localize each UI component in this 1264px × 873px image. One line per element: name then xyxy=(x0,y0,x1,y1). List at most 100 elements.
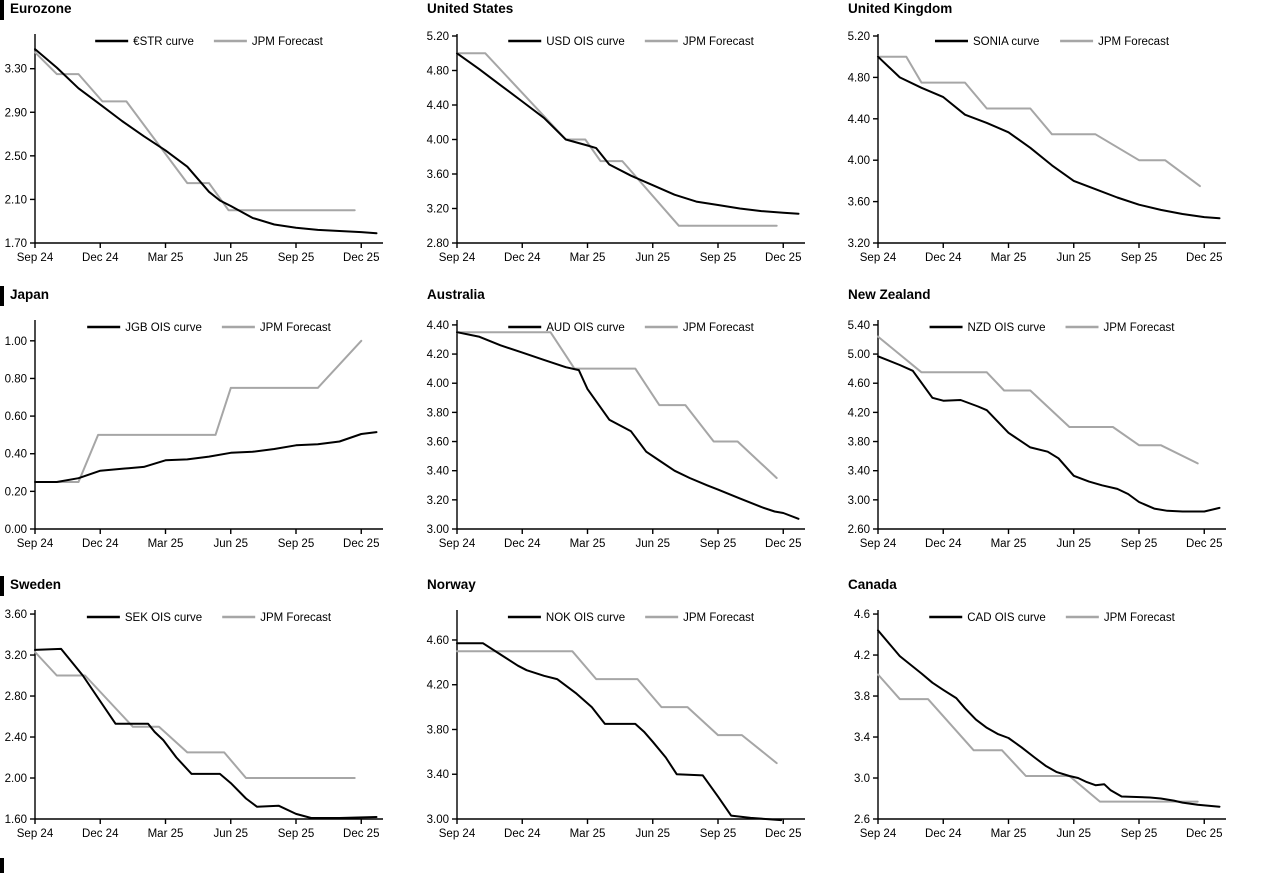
y-tick-label: 0.00 xyxy=(5,524,27,536)
y-tick-label: 3.60 xyxy=(848,197,870,209)
y-tick-label: 0.20 xyxy=(5,486,27,498)
y-tick-label: 0.80 xyxy=(5,373,27,385)
series-line-cad-ois-curve xyxy=(877,629,1221,808)
y-tick-label: 3.80 xyxy=(427,407,449,419)
series-line-jgb-ois-curve xyxy=(34,431,378,483)
legend-label: JPM Forecast xyxy=(252,36,324,48)
legend-item-aud-ois-curve: AUD OIS curve xyxy=(508,322,625,334)
legend-label: JPM Forecast xyxy=(1104,322,1176,334)
legend-label: JPM Forecast xyxy=(683,36,755,48)
x-tick-label: Dec 24 xyxy=(925,538,962,550)
x-tick-label: Dec 25 xyxy=(343,252,379,264)
x-tick-label: Sep 24 xyxy=(17,252,54,264)
x-tick-label: Dec 25 xyxy=(343,828,379,840)
chart-title-canada: Canada xyxy=(848,577,897,592)
y-tick-label: 4.40 xyxy=(427,100,449,112)
legend-label: JPM Forecast xyxy=(260,322,332,334)
y-tick-label: 5.20 xyxy=(848,31,870,43)
y-tick-label: 3.60 xyxy=(427,169,449,181)
series-line-jpm-forecast xyxy=(456,52,778,227)
y-tick-label: 3.40 xyxy=(848,466,870,478)
y-tick-label: 4.80 xyxy=(848,72,870,84)
x-tick-label: Sep 24 xyxy=(860,538,897,550)
y-tick-label: 3.20 xyxy=(427,204,449,216)
chart-cell-eurozone: Eurozone 1.70 2.10 2.50 2.90 3.30 Sep 24 Dec 2… xyxy=(0,0,421,270)
y-tick-label: 3.60 xyxy=(5,609,27,621)
y-tick-label: 4.20 xyxy=(427,349,449,361)
legend-item-sonia-curve: SONIA curve xyxy=(934,36,1039,48)
x-tick-label: Mar 25 xyxy=(148,828,184,840)
chart-plot-norway: 3.00 3.40 3.80 4.20 4.60 Sep 24 Dec 24 Mar 25 Ju… xyxy=(427,610,805,840)
x-tick-label: Sep 25 xyxy=(278,252,314,264)
x-tick-label: Dec 24 xyxy=(925,252,962,264)
y-tick-label: 2.00 xyxy=(5,773,27,785)
y-tick-label: 4.60 xyxy=(848,378,870,390)
series-line-jpm-forecast xyxy=(877,55,1201,188)
legend-item-nzd-ois-curve: NZD OIS curve xyxy=(929,322,1046,334)
chart-title-eurozone: Eurozone xyxy=(0,0,421,20)
legend-label: SEK OIS curve xyxy=(125,612,202,624)
y-tick-label: 2.10 xyxy=(5,194,27,206)
y-tick-label: 3.30 xyxy=(5,64,27,76)
x-tick-label: Dec 25 xyxy=(1186,252,1222,264)
y-tick-label: 4.80 xyxy=(427,66,449,78)
y-tick-label: 3.0 xyxy=(854,773,870,785)
series-line-jpm-forecast xyxy=(34,339,363,483)
chart-cell-norway: Norway 3.00 3.40 3.80 4.20 4.60 Sep 24 Dec 24 M… xyxy=(422,576,843,846)
chart-plot-australia: 3.00 3.20 3.40 3.60 3.80 4.00 4.20 4.40 Sep 24 De… xyxy=(427,320,805,550)
chart-title-united-kingdom: United Kingdom xyxy=(848,1,953,16)
x-tick-label: Sep 24 xyxy=(439,828,476,840)
legend-label: CAD OIS curve xyxy=(967,612,1046,624)
legend-item-sek-ois-curve: SEK OIS curve xyxy=(86,612,202,624)
x-tick-label: Jun 25 xyxy=(1056,252,1091,264)
chart-cell-sweden: Sweden 1.60 2.00 2.40 2.80 3.20 3.60 Sep 24 Dec… xyxy=(0,576,421,846)
legend-item-jpm-forecast: JPM Forecast xyxy=(1060,36,1170,48)
y-tick-label: 4.40 xyxy=(848,114,870,126)
y-tick-label: 4.00 xyxy=(427,378,449,390)
x-tick-label: Dec 24 xyxy=(925,828,962,840)
legend-label: JPM Forecast xyxy=(260,612,332,624)
y-tick-label: 1.70 xyxy=(5,238,27,250)
x-tick-label: Sep 25 xyxy=(1121,828,1157,840)
chart-title-norway: Norway xyxy=(427,577,476,592)
legend-item-jgb-ois-curve: JGB OIS curve xyxy=(87,322,202,334)
chart-plot-new-zealand: 2.60 3.00 3.40 3.80 4.20 4.60 5.00 5.40 Sep 24 De… xyxy=(848,320,1226,550)
legend-label: €STR curve xyxy=(133,36,194,48)
y-tick-label: 4.20 xyxy=(427,680,449,692)
x-tick-label: Jun 25 xyxy=(1056,538,1091,550)
series-line--str-curve xyxy=(34,48,378,235)
series-line-jpm-forecast xyxy=(456,650,778,765)
x-tick-label: Sep 25 xyxy=(700,538,736,550)
legend-item-jpm-forecast: JPM Forecast xyxy=(645,612,755,624)
x-tick-label: Jun 25 xyxy=(213,252,248,264)
series-line-nzd-ois-curve xyxy=(877,355,1221,513)
y-tick-label: 4.40 xyxy=(427,320,449,332)
y-tick-label: 0.60 xyxy=(5,411,27,423)
legend-item--str-curve: €STR curve xyxy=(95,36,194,48)
y-tick-label: 4.20 xyxy=(848,407,870,419)
x-tick-label: Dec 25 xyxy=(1186,538,1222,550)
series-line-nok-ois-curve xyxy=(456,642,783,822)
chart-cell-australia: Australia 3.00 3.20 3.40 3.60 3.80 4.00 4.20 4.… xyxy=(422,286,843,556)
chart-plot-eurozone: 1.70 2.10 2.50 2.90 3.30 Sep 24 Dec 24 Mar 25 Ju… xyxy=(5,34,383,264)
y-tick-label: 3.20 xyxy=(427,495,449,507)
chart-cell-new-zealand: New Zealand 2.60 3.00 3.40 3.80 4.20 4.60 5.00… xyxy=(843,286,1264,556)
legend-label: JPM Forecast xyxy=(1104,612,1176,624)
x-tick-label: Mar 25 xyxy=(148,252,184,264)
x-tick-label: Dec 24 xyxy=(504,828,541,840)
y-tick-label: 3.80 xyxy=(427,724,449,736)
x-tick-label: Dec 25 xyxy=(765,252,801,264)
x-tick-label: Dec 25 xyxy=(765,538,801,550)
x-tick-label: Sep 24 xyxy=(860,252,897,264)
x-tick-label: Dec 24 xyxy=(504,252,541,264)
legend-item-jpm-forecast: JPM Forecast xyxy=(1065,322,1176,334)
x-tick-label: Jun 25 xyxy=(635,538,670,550)
series-line-jpm-forecast xyxy=(877,673,1199,803)
series-line-jpm-forecast xyxy=(34,51,356,212)
legend-label: JPM Forecast xyxy=(683,612,755,624)
y-tick-label: 2.6 xyxy=(854,814,870,826)
legend-item-jpm-forecast: JPM Forecast xyxy=(644,322,755,334)
y-tick-label: 1.00 xyxy=(5,336,27,348)
chart-title-new-zealand: New Zealand xyxy=(848,287,931,302)
y-tick-label: 3.20 xyxy=(5,650,27,662)
